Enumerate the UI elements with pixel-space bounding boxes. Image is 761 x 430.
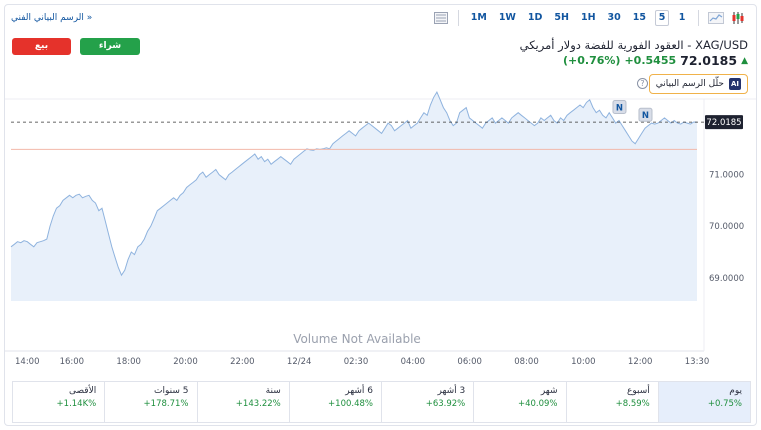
ai-icon: AI: [729, 78, 741, 90]
timeframe-1w-button[interactable]: 1W: [498, 12, 516, 23]
x-tick-label: 22:00: [230, 357, 255, 367]
timeframe-15-button[interactable]: 15: [632, 12, 646, 23]
price-area-fill: [11, 92, 697, 301]
x-tick-label: 06:00: [457, 357, 482, 367]
performance-period-label: الأقصى: [69, 386, 97, 396]
timeframe-1-button[interactable]: 1: [678, 12, 686, 23]
change-value: +0.5455: [624, 54, 677, 67]
timeframe-1d-button[interactable]: 1D: [527, 12, 543, 23]
x-tick-label: 16:00: [60, 357, 85, 367]
x-tick-label: 12/24: [287, 357, 312, 367]
timeframe-1m-button[interactable]: 1M: [470, 12, 487, 23]
analyze-chart-button[interactable]: حلّل الرسم البياني AI: [648, 74, 748, 94]
performance-period[interactable]: سنة +143.22%: [196, 382, 289, 422]
performance-period-label: 3 أشهر: [437, 386, 466, 396]
y-tick-label: 70.0000: [709, 222, 744, 232]
y-tick-label: 69.0000: [709, 274, 744, 284]
last-price: 72.0185: [680, 53, 738, 68]
x-tick-label: 04:00: [401, 357, 426, 367]
performance-period-value: +0.75%: [707, 399, 742, 409]
x-tick-label: 02:30: [344, 357, 369, 367]
news-marker: [612, 99, 627, 114]
performance-period-value: +40.09%: [517, 399, 558, 409]
area-chart-icon[interactable]: [707, 10, 725, 26]
performance-strip: يوم +0.75% أسبوع +8.59% شهر +40.09% 3 أشهر +63.…: [12, 381, 751, 423]
performance-period-value: +8.59%: [615, 399, 650, 409]
table-view-icon[interactable]: [432, 10, 450, 26]
performance-period-label: شهر: [540, 386, 558, 396]
performance-period-label: 5 سنوات: [154, 386, 189, 396]
toolbar-divider: [698, 10, 699, 26]
timeframe-5-button[interactable]: 5: [655, 10, 669, 26]
performance-period[interactable]: 6 أشهر +100.48%: [288, 382, 381, 422]
performance-period-value: +63.92%: [425, 399, 466, 409]
current-price-label: 72.0185: [706, 118, 741, 128]
performance-period-value: +178.71%: [143, 399, 189, 409]
current-price-tag: [705, 115, 743, 130]
volume-unavailable-text: Volume Not Available: [293, 332, 421, 346]
chart-widget: الرسم البياني الفني » 1M 1W 1D 5H 1H 30 …: [4, 4, 757, 426]
y-tick-label: 71.0000: [709, 171, 744, 181]
timeframe-5h-button[interactable]: 5H: [554, 12, 569, 23]
price-chart[interactable]: Investing.com72.018569.000070.000071.000…: [5, 5, 756, 375]
performance-period[interactable]: أسبوع +8.59%: [565, 382, 658, 422]
x-tick-label: 20:00: [173, 357, 198, 367]
analyze-chart-label: حلّل الرسم البياني: [655, 79, 724, 89]
performance-period-label: 6 أشهر: [345, 386, 373, 396]
timeframe-1h-button[interactable]: 1H: [580, 12, 596, 23]
x-tick-label: 14:00: [15, 357, 40, 367]
x-tick-label: 10:00: [571, 357, 596, 367]
buy-button[interactable]: شراء: [80, 38, 140, 55]
performance-period[interactable]: 5 سنوات +178.71%: [104, 382, 196, 422]
info-icon[interactable]: ?: [637, 78, 648, 89]
x-tick-label: 12:00: [628, 357, 653, 367]
performance-period-value: +100.48%: [328, 399, 373, 409]
candlestick-icon[interactable]: [729, 10, 747, 26]
performance-period[interactable]: شهر +40.09%: [473, 382, 565, 422]
performance-period-value: +143.22%: [235, 399, 281, 409]
price-row: (+0.76%) +0.5455 72.0185 ▲: [563, 53, 748, 68]
change-percent: (+0.76%): [563, 54, 621, 67]
performance-period-value: +1.14K%: [56, 399, 97, 409]
full-chart-link[interactable]: الرسم البياني الفني »: [11, 13, 93, 23]
performance-period-label: يوم: [729, 386, 742, 396]
x-tick-label: 08:00: [514, 357, 539, 367]
performance-period[interactable]: الأقصى +1.14K%: [13, 382, 104, 422]
x-tick-label: 13:30: [685, 357, 710, 367]
performance-period[interactable]: 3 أشهر +63.92%: [381, 382, 473, 422]
price-line: [10, 91, 698, 277]
chart-toolbar: الرسم البياني الفني » 1M 1W 1D 5H 1H 30 …: [5, 5, 756, 31]
news-marker: [638, 107, 653, 122]
sell-button[interactable]: بيع: [12, 38, 71, 55]
toolbar-divider: [457, 10, 459, 26]
instrument-title: XAG/USD - العقود الفورية للفضة دولار أمر…: [519, 38, 748, 52]
performance-period[interactable]: يوم +0.75%: [657, 382, 750, 422]
up-arrow-icon: ▲: [741, 55, 748, 66]
timeframe-30-button[interactable]: 30: [607, 12, 621, 23]
news-marker-label: N: [642, 111, 649, 121]
performance-period-label: سنة: [265, 386, 281, 396]
timeframe-selector: 1M 1W 1D 5H 1H 30 15 5 1: [430, 8, 749, 28]
x-tick-label: 18:00: [116, 357, 141, 367]
performance-period-label: أسبوع: [626, 386, 650, 396]
news-marker-label: N: [616, 103, 623, 113]
